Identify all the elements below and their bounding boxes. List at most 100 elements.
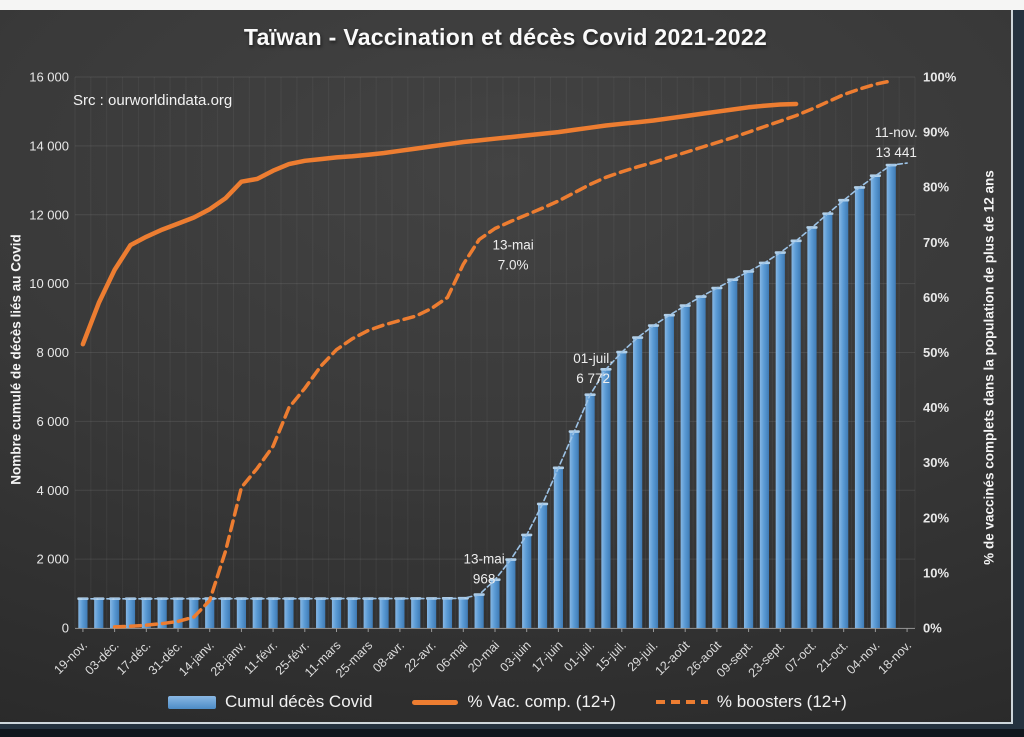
bar — [696, 296, 706, 628]
bar — [601, 369, 611, 628]
bar — [633, 337, 643, 628]
bar — [141, 598, 151, 628]
legend-item-boosters: % boosters (12+) — [655, 692, 847, 712]
bar — [537, 504, 548, 628]
bar — [78, 598, 88, 628]
x-axis-tick-label: 03-juin — [497, 638, 533, 674]
bar — [157, 598, 167, 628]
bar — [823, 213, 833, 629]
annotation: 968 — [473, 572, 496, 587]
left-axis-tick-label: 10 000 — [29, 276, 69, 291]
bar — [379, 598, 389, 628]
bar — [173, 598, 183, 628]
bar — [664, 315, 674, 628]
left-axis-tick-label: 8 000 — [36, 345, 69, 360]
x-axis-tick-label: 06-mai — [433, 638, 470, 675]
x-axis-tick-label: 22-avr. — [402, 638, 439, 675]
bar — [791, 240, 801, 629]
bar — [807, 227, 817, 628]
bar — [347, 598, 357, 628]
bar — [712, 288, 722, 628]
right-axis-tick-label: 60% — [923, 290, 949, 305]
left-axis-tick-label: 2 000 — [36, 552, 69, 567]
vaccinated-line — [80, 101, 799, 347]
right-axis-tick-label: 80% — [923, 180, 949, 195]
bar — [775, 252, 785, 628]
annotation: 13 441 — [876, 145, 917, 160]
x-axis-tick-label: 19-nov. — [51, 638, 90, 677]
bar — [268, 598, 278, 628]
right-axis-tick-label: 20% — [923, 510, 949, 525]
bar — [300, 598, 310, 628]
chart-frame: Taïwan - Vaccination et décès Covid 2021… — [0, 10, 1013, 724]
annotation: 6 772 — [576, 371, 610, 386]
deaths-dashed-line — [82, 162, 908, 600]
bar — [284, 598, 294, 628]
annotation: 11-nov. — [875, 125, 918, 140]
bar — [886, 165, 896, 629]
window-top-strip — [0, 0, 1024, 10]
right-axis-tick-label: 70% — [923, 235, 949, 250]
bar — [585, 394, 595, 628]
legend-label: Cumul décès Covid — [225, 692, 373, 711]
right-axis-tick-label: 10% — [923, 565, 949, 580]
right-axis-tick-label: 50% — [923, 345, 949, 360]
right-axis-tick-label: 90% — [923, 125, 949, 140]
bar-cap — [632, 336, 644, 339]
right-axis-tick-label: 100% — [923, 70, 957, 85]
right-axis-tick-label: 30% — [923, 455, 949, 470]
annotation: 01-juil. — [573, 351, 613, 366]
bar — [363, 598, 373, 628]
bar — [411, 598, 421, 628]
x-axis-tick-label: 07-oct. — [782, 638, 819, 675]
bar — [648, 325, 659, 628]
boosters-dashed-line — [112, 79, 893, 629]
annotation: 7.0% — [498, 258, 529, 273]
bar — [442, 598, 453, 628]
left-axis-tick-label: 12 000 — [29, 207, 69, 222]
left-axis-tick-label: 0 — [62, 621, 69, 636]
bar — [759, 262, 770, 628]
x-axis-tick-label: 08-avr. — [370, 638, 407, 675]
left-axis-tick-label: 16 000 — [29, 70, 69, 85]
x-axis-tick-label: 17-juin — [529, 638, 565, 674]
bar-cap — [838, 198, 850, 202]
chart-plot: 0 2 000 4 000 6 000 8 000 10 000 12 000 14 000 1… — [29, 70, 957, 681]
legend-item-deaths: Cumul décès Covid — [168, 692, 372, 712]
x-axis-tick-label: 04-nov. — [844, 638, 883, 677]
bar — [728, 279, 738, 628]
bottom-texture-bar — [0, 729, 1024, 737]
left-axis-tick-label: 4 000 — [36, 483, 69, 498]
x-axis-tick-label: 11-févr. — [241, 638, 280, 677]
bar — [617, 352, 627, 628]
bar — [236, 598, 247, 628]
bar — [220, 598, 231, 628]
bar — [189, 598, 199, 628]
x-axis-tick-label: 15-juil. — [593, 638, 629, 674]
bar — [553, 467, 563, 628]
x-axis-tick-label: 03-déc. — [82, 638, 121, 677]
bar — [110, 598, 120, 628]
x-axis-tick-label: 20-mai — [465, 638, 502, 675]
right-axis-tick-label: 40% — [923, 400, 949, 415]
x-axis-tick-label: 18-nov. — [875, 638, 914, 677]
bar — [870, 175, 880, 628]
bar — [331, 598, 342, 628]
annotation: 13-mai — [493, 238, 534, 253]
bar — [522, 535, 532, 628]
bar — [680, 305, 690, 628]
left-axis-tick-label: 14 000 — [29, 138, 69, 153]
bar — [506, 559, 516, 628]
bar — [427, 598, 437, 628]
source-note: Src : ourworldindata.org — [73, 92, 233, 109]
legend-dashed-line-swatch-icon — [655, 700, 708, 704]
bar — [94, 598, 104, 628]
legend-label: % Vac. comp. (12+) — [467, 692, 616, 711]
bar — [125, 598, 136, 628]
bar — [395, 598, 405, 628]
legend-item-vaccinated: % Vac. comp. (12+) — [412, 692, 616, 712]
annotation: 13-mai — [464, 552, 505, 567]
x-axis-tick-label: 17-déc. — [114, 638, 153, 677]
chart-title: Taïwan - Vaccination et décès Covid 2021… — [243, 24, 768, 50]
